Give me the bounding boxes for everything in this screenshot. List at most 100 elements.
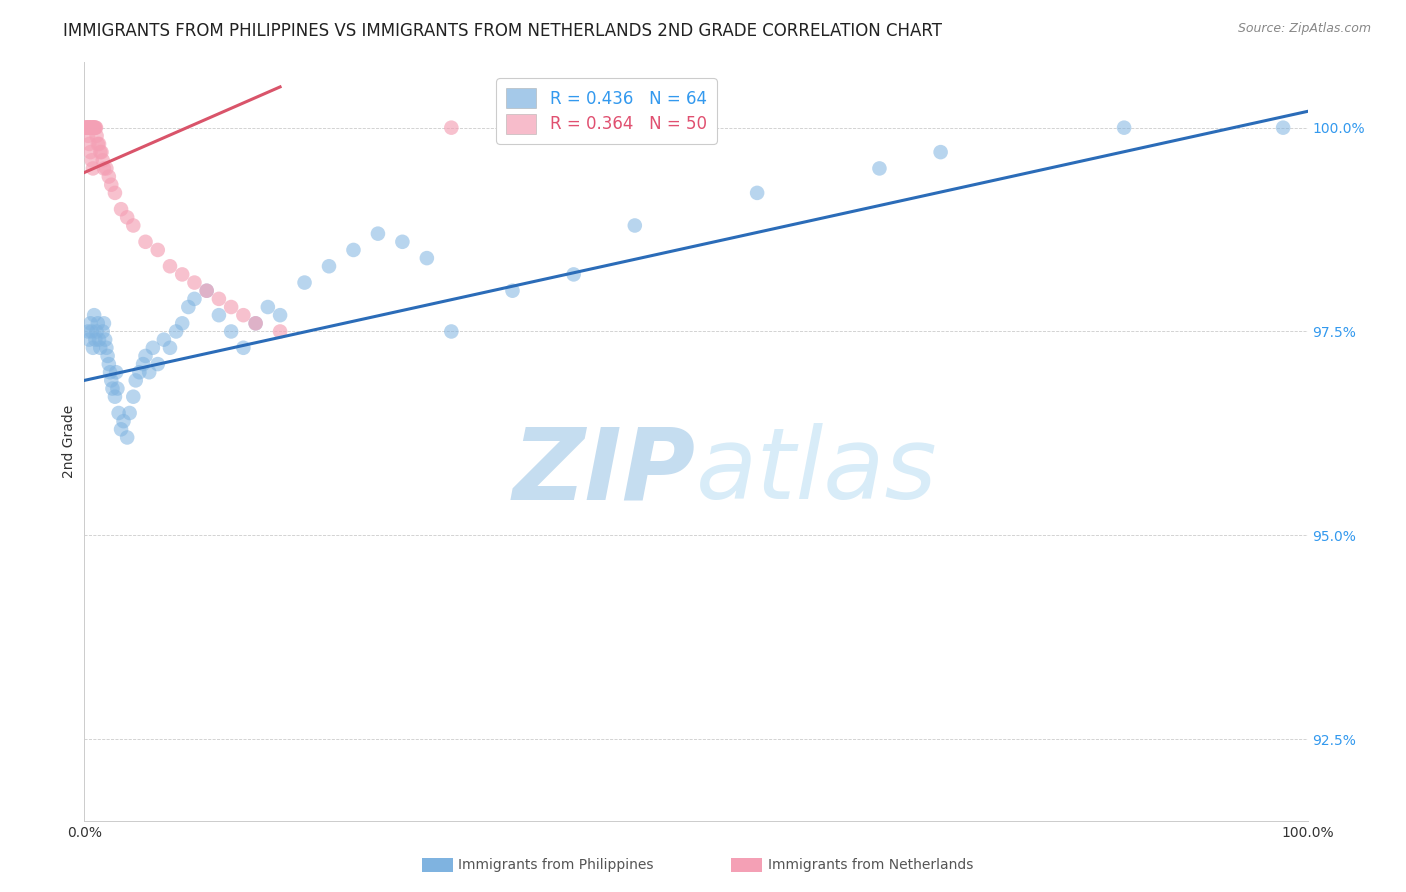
Point <box>165 325 187 339</box>
Text: Source: ZipAtlas.com: Source: ZipAtlas.com <box>1237 22 1371 36</box>
Point <box>219 325 242 339</box>
Point <box>159 341 181 355</box>
Point <box>115 211 138 225</box>
Point <box>172 268 194 282</box>
Point <box>96 341 118 355</box>
Point <box>77 120 100 135</box>
Point <box>105 382 128 396</box>
Point <box>87 316 110 330</box>
Point <box>77 325 100 339</box>
Point <box>122 390 145 404</box>
Point <box>135 235 157 249</box>
Text: atlas: atlas <box>696 424 938 520</box>
Point <box>73 120 96 135</box>
Point <box>80 325 103 339</box>
Point <box>97 169 120 184</box>
Point <box>83 120 105 135</box>
Point <box>624 219 647 233</box>
Point <box>128 365 150 379</box>
Point <box>76 120 98 135</box>
Point <box>1114 120 1136 135</box>
Point <box>97 357 120 371</box>
Point <box>84 120 107 135</box>
Point <box>75 120 97 135</box>
Point <box>93 316 115 330</box>
Point <box>391 235 413 249</box>
Point <box>135 349 157 363</box>
Point <box>115 430 138 444</box>
Point <box>75 120 97 135</box>
Point <box>83 120 105 135</box>
Point <box>208 292 231 306</box>
Point <box>132 357 155 371</box>
Point <box>118 406 141 420</box>
Point <box>142 341 165 355</box>
Point <box>100 178 122 192</box>
Point <box>172 316 194 330</box>
Point <box>98 365 121 379</box>
Point <box>232 308 254 322</box>
Point <box>77 120 100 135</box>
Point <box>84 333 107 347</box>
Point <box>367 227 389 241</box>
Point <box>77 333 100 347</box>
Point <box>89 341 111 355</box>
Text: Immigrants from Philippines: Immigrants from Philippines <box>458 858 654 872</box>
Point <box>122 219 145 233</box>
Point <box>94 333 117 347</box>
Point <box>110 422 132 436</box>
Text: IMMIGRANTS FROM PHILIPPINES VS IMMIGRANTS FROM NETHERLANDS 2ND GRADE CORRELATION: IMMIGRANTS FROM PHILIPPINES VS IMMIGRANT… <box>63 22 942 40</box>
Point <box>83 120 105 135</box>
Point <box>342 243 364 257</box>
Point <box>84 120 107 135</box>
Point <box>318 259 340 273</box>
Point <box>208 308 231 322</box>
Point <box>86 128 108 143</box>
Point <box>183 292 205 306</box>
Point <box>86 325 108 339</box>
Point <box>77 136 100 151</box>
Point <box>77 128 100 143</box>
Point <box>100 373 122 387</box>
Point <box>869 161 891 176</box>
Point <box>294 276 316 290</box>
Point <box>183 276 205 290</box>
Point <box>79 120 101 135</box>
Point <box>112 414 135 428</box>
Point <box>93 161 115 176</box>
Point <box>269 325 291 339</box>
Text: ZIP: ZIP <box>513 424 696 520</box>
Point <box>89 145 111 160</box>
Point <box>79 120 101 135</box>
Point <box>159 259 181 273</box>
Point <box>177 300 200 314</box>
Point <box>87 136 110 151</box>
Point <box>82 341 104 355</box>
Point <box>125 373 148 387</box>
Point <box>245 316 267 330</box>
Point <box>96 161 118 176</box>
Point <box>245 316 267 330</box>
Point <box>101 382 124 396</box>
Point <box>91 153 114 168</box>
Point <box>104 186 127 200</box>
Point <box>562 268 585 282</box>
Point <box>257 300 280 314</box>
Point <box>440 325 463 339</box>
Point <box>502 284 524 298</box>
Point <box>79 145 101 160</box>
Point <box>76 120 98 135</box>
Point <box>232 341 254 355</box>
Point <box>91 325 114 339</box>
Point <box>77 120 100 135</box>
Point <box>80 120 103 135</box>
Point <box>87 333 110 347</box>
Point <box>747 186 769 200</box>
Point <box>138 365 160 379</box>
Point <box>82 161 104 176</box>
Point <box>110 202 132 217</box>
Point <box>146 357 169 371</box>
Point <box>90 145 112 160</box>
Y-axis label: 2nd Grade: 2nd Grade <box>62 405 76 478</box>
Point <box>80 120 103 135</box>
